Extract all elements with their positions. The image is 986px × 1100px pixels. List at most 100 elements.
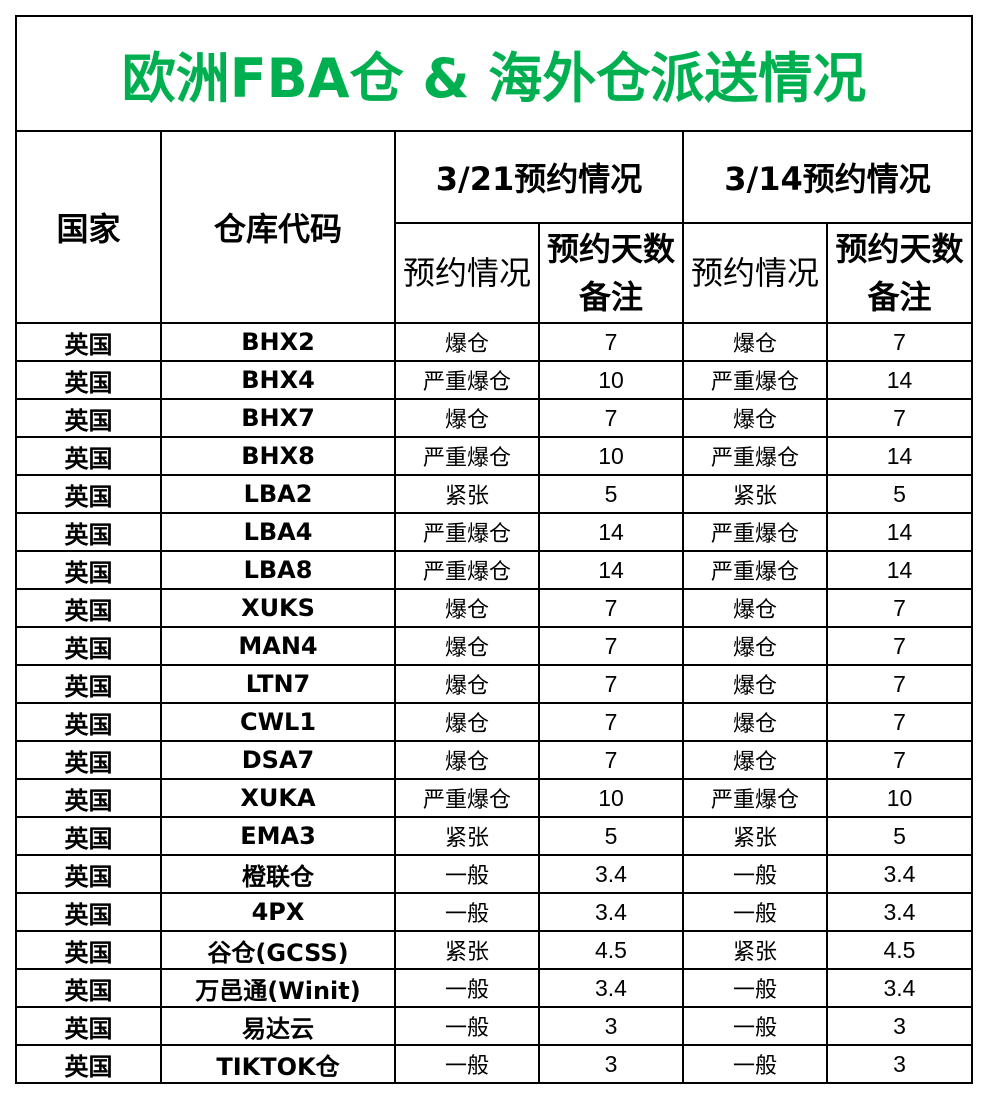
cell-code: 万邑通(Winit): [160, 968, 396, 1008]
cell-code: 橙联仓: [160, 854, 396, 894]
cell-country: 英国: [15, 322, 162, 362]
cell-country: 英国: [15, 1006, 162, 1046]
cell-status-0321: 严重爆仓: [394, 512, 540, 552]
cell-days-0314: 4.5: [826, 930, 973, 970]
cell-country: 英国: [15, 854, 162, 894]
table-row: 英国 CWL1 爆仓 7 爆仓 7: [15, 702, 973, 742]
cell-days-0321: 5: [538, 474, 684, 514]
cell-status-0321: 爆仓: [394, 740, 540, 780]
cell-status-0321: 爆仓: [394, 398, 540, 438]
cell-status-0314: 一般: [682, 968, 828, 1008]
cell-status-0314: 爆仓: [682, 664, 828, 704]
cell-status-0321: 爆仓: [394, 588, 540, 628]
cell-country: 英国: [15, 740, 162, 780]
cell-status-0321: 严重爆仓: [394, 360, 540, 400]
table-row: 英国 LBA8 严重爆仓 14 严重爆仓 14: [15, 550, 973, 590]
cell-days-0321: 10: [538, 778, 684, 818]
cell-days-0321: 4.5: [538, 930, 684, 970]
header-status-0314: 预约情况: [682, 222, 828, 324]
cell-days-0314: 3: [826, 1044, 973, 1084]
cell-code: DSA7: [160, 740, 396, 780]
cell-code: XUKS: [160, 588, 396, 628]
cell-status-0314: 一般: [682, 1006, 828, 1046]
table-row: 英国 BHX4 严重爆仓 10 严重爆仓 14: [15, 360, 973, 400]
cell-days-0321: 14: [538, 512, 684, 552]
header-days-0314: 预约天数备注: [826, 222, 973, 324]
cell-country: 英国: [15, 398, 162, 438]
cell-code: LBA8: [160, 550, 396, 590]
cell-code: LTN7: [160, 664, 396, 704]
cell-days-0314: 7: [826, 664, 973, 704]
cell-code: BHX7: [160, 398, 396, 438]
cell-status-0314: 一般: [682, 1044, 828, 1084]
delivery-table: 欧洲FBA仓 & 海外仓派送情况 国家 仓库代码 3/21预约情况 3/14预约…: [15, 15, 973, 1084]
table-row: 英国 4PX 一般 3.4 一般 3.4: [15, 892, 973, 932]
cell-days-0314: 14: [826, 550, 973, 590]
cell-status-0314: 紧张: [682, 474, 828, 514]
cell-days-0321: 14: [538, 550, 684, 590]
cell-code: LBA2: [160, 474, 396, 514]
cell-days-0321: 7: [538, 322, 684, 362]
table-row: 英国 LTN7 爆仓 7 爆仓 7: [15, 664, 973, 704]
cell-days-0314: 3.4: [826, 892, 973, 932]
cell-status-0321: 爆仓: [394, 322, 540, 362]
cell-status-0321: 爆仓: [394, 626, 540, 666]
header-country: 国家: [15, 130, 162, 324]
cell-code: LBA4: [160, 512, 396, 552]
cell-country: 英国: [15, 550, 162, 590]
cell-status-0321: 严重爆仓: [394, 436, 540, 476]
table-row: 英国 EMA3 紧张 5 紧张 5: [15, 816, 973, 856]
cell-status-0314: 严重爆仓: [682, 778, 828, 818]
cell-code: 谷仓(GCSS): [160, 930, 396, 970]
cell-status-0314: 严重爆仓: [682, 550, 828, 590]
cell-code: EMA3: [160, 816, 396, 856]
cell-country: 英国: [15, 968, 162, 1008]
cell-status-0321: 爆仓: [394, 664, 540, 704]
cell-status-0321: 一般: [394, 854, 540, 894]
cell-days-0314: 5: [826, 474, 973, 514]
header-group-0321: 3/21预约情况: [394, 130, 684, 224]
cell-country: 英国: [15, 1044, 162, 1084]
cell-days-0321: 5: [538, 816, 684, 856]
table-row: 英国 TIKTOK仓 一般 3 一般 3: [15, 1044, 973, 1084]
table-row: 英国 LBA2 紧张 5 紧张 5: [15, 474, 973, 514]
cell-status-0321: 严重爆仓: [394, 550, 540, 590]
cell-days-0314: 5: [826, 816, 973, 856]
cell-status-0314: 一般: [682, 854, 828, 894]
cell-days-0314: 7: [826, 398, 973, 438]
table-row: 英国 BHX7 爆仓 7 爆仓 7: [15, 398, 973, 438]
cell-days-0321: 7: [538, 702, 684, 742]
cell-status-0314: 爆仓: [682, 588, 828, 628]
cell-status-0321: 紧张: [394, 930, 540, 970]
table-row: 英国 易达云 一般 3 一般 3: [15, 1006, 973, 1046]
cell-country: 英国: [15, 930, 162, 970]
cell-status-0314: 严重爆仓: [682, 360, 828, 400]
cell-code: MAN4: [160, 626, 396, 666]
table-row: 英国 BHX2 爆仓 7 爆仓 7: [15, 322, 973, 362]
cell-status-0314: 爆仓: [682, 322, 828, 362]
header-group-0314: 3/14预约情况: [682, 130, 973, 224]
cell-status-0314: 严重爆仓: [682, 512, 828, 552]
table-row: 英国 橙联仓 一般 3.4 一般 3.4: [15, 854, 973, 894]
cell-country: 英国: [15, 664, 162, 704]
cell-days-0321: 3: [538, 1006, 684, 1046]
cell-days-0314: 7: [826, 626, 973, 666]
cell-days-0321: 7: [538, 398, 684, 438]
cell-days-0314: 14: [826, 436, 973, 476]
cell-status-0321: 一般: [394, 892, 540, 932]
cell-days-0314: 7: [826, 702, 973, 742]
cell-days-0321: 3.4: [538, 892, 684, 932]
cell-days-0321: 10: [538, 436, 684, 476]
cell-code: TIKTOK仓: [160, 1044, 396, 1084]
cell-status-0321: 严重爆仓: [394, 778, 540, 818]
cell-days-0314: 3.4: [826, 854, 973, 894]
table-row: 英国 DSA7 爆仓 7 爆仓 7: [15, 740, 973, 780]
cell-status-0314: 爆仓: [682, 398, 828, 438]
header-status-0321: 预约情况: [394, 222, 540, 324]
cell-status-0314: 紧张: [682, 816, 828, 856]
cell-country: 英国: [15, 360, 162, 400]
cell-code: 易达云: [160, 1006, 396, 1046]
cell-country: 英国: [15, 702, 162, 742]
cell-days-0314: 14: [826, 360, 973, 400]
cell-days-0321: 3.4: [538, 968, 684, 1008]
